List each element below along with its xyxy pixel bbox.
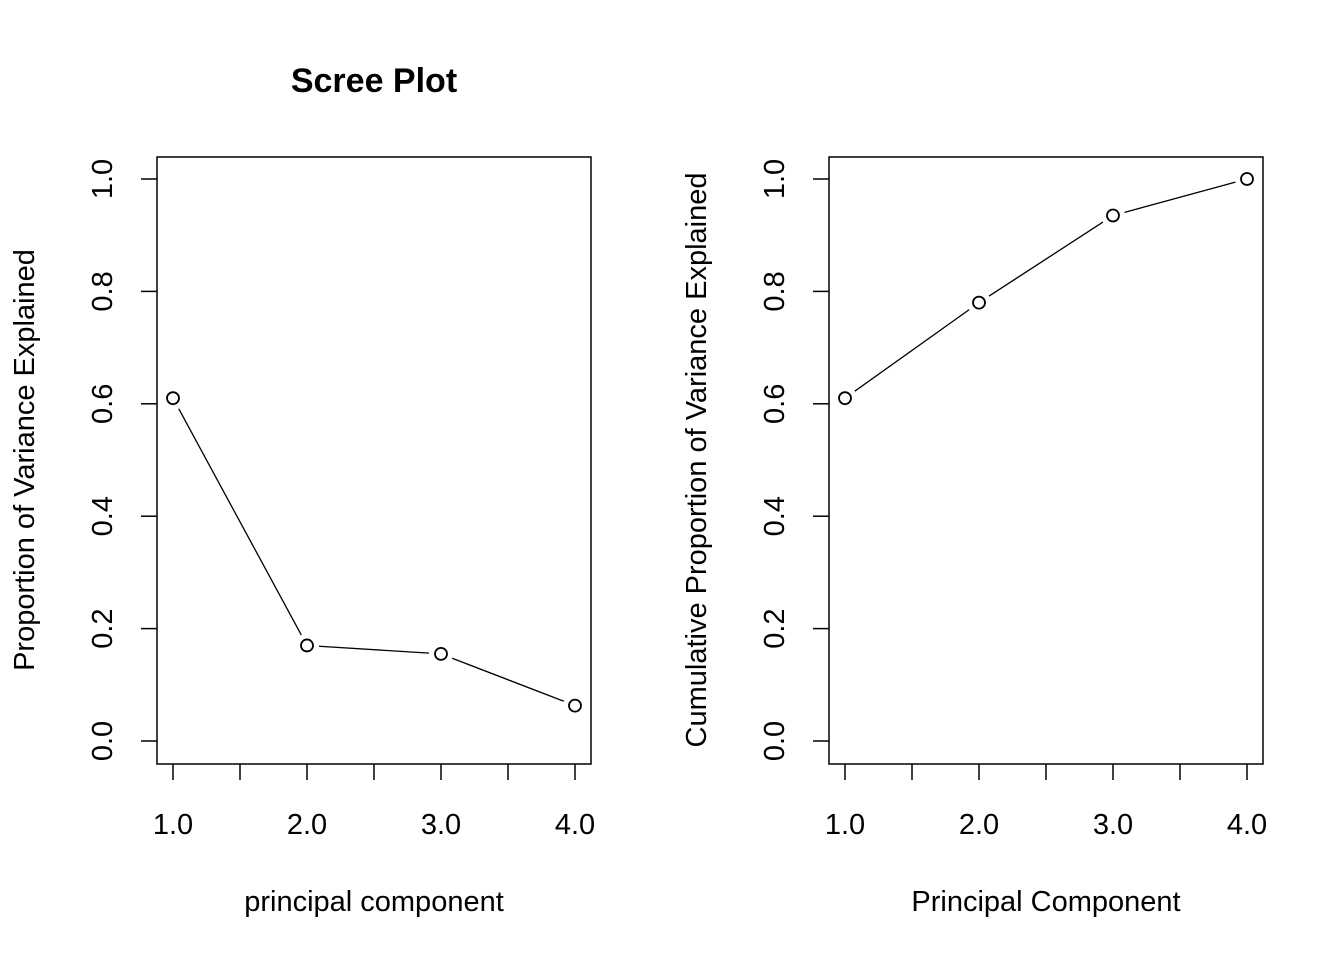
x-tick-label: 1.0 (825, 809, 865, 841)
x-tick-label: 4.0 (555, 809, 595, 841)
y-tick-label: 0.4 (759, 496, 791, 536)
x-tick-label: 3.0 (421, 809, 461, 841)
x-tick-label: 3.0 (1093, 809, 1133, 841)
data-point (1240, 172, 1254, 186)
y-tick-label: 1.0 (759, 159, 791, 199)
x-axis-label: principal component (244, 886, 504, 918)
x-tick-label: 1.0 (153, 809, 193, 841)
x-axis-label: Principal Component (911, 886, 1180, 918)
y-tick-label: 0.6 (759, 384, 791, 424)
data-point (838, 391, 852, 406)
series-segment (318, 645, 430, 654)
y-tick-label: 0.4 (87, 496, 119, 536)
y-tick-label: 0.6 (87, 384, 119, 424)
plot-marks: 1.0 2.0 3.0 4.0 0.0 0.2 0.4 0.6 0.8 1.0 (87, 159, 595, 841)
y-tick-label: 0.8 (87, 271, 119, 311)
y-tick-label: 0.2 (87, 608, 119, 648)
plot-marks: 1.0 2.0 3.0 4.0 0.0 0.2 0.4 0.6 0.8 1.0 (759, 159, 1267, 841)
data-point (166, 391, 180, 406)
y-tick-label: 0.2 (759, 608, 791, 648)
data-point (568, 698, 582, 713)
y-tick-label: 1.0 (87, 159, 119, 199)
scree-plot-panel: Scree Plot principal component Proportio… (9, 62, 595, 918)
series-segment (854, 309, 970, 392)
data-point (434, 646, 448, 661)
x-tick-label: 2.0 (287, 809, 327, 841)
plot-frame (156, 156, 592, 765)
data-point (300, 638, 314, 653)
series-segment (1124, 181, 1236, 214)
x-tick-label: 4.0 (1227, 809, 1267, 841)
series-segment (988, 221, 1104, 297)
y-tick-label: 0.8 (759, 271, 791, 311)
data-point (972, 295, 986, 310)
series-segment (451, 657, 565, 702)
y-axis-label: Proportion of Variance Explained (9, 249, 41, 671)
y-axis-label: Cumulative Proportion of Variance Explai… (681, 173, 713, 748)
data-point (1106, 208, 1120, 223)
chart-title: Scree Plot (291, 62, 457, 100)
y-tick-label: 0.0 (759, 721, 791, 761)
series-segment (178, 408, 302, 636)
cumulative-plot-panel: Principal Component Cumulative Proportio… (681, 156, 1267, 918)
x-tick-label: 2.0 (959, 809, 999, 841)
y-tick-label: 0.0 (87, 721, 119, 761)
plot-frame (828, 156, 1264, 765)
